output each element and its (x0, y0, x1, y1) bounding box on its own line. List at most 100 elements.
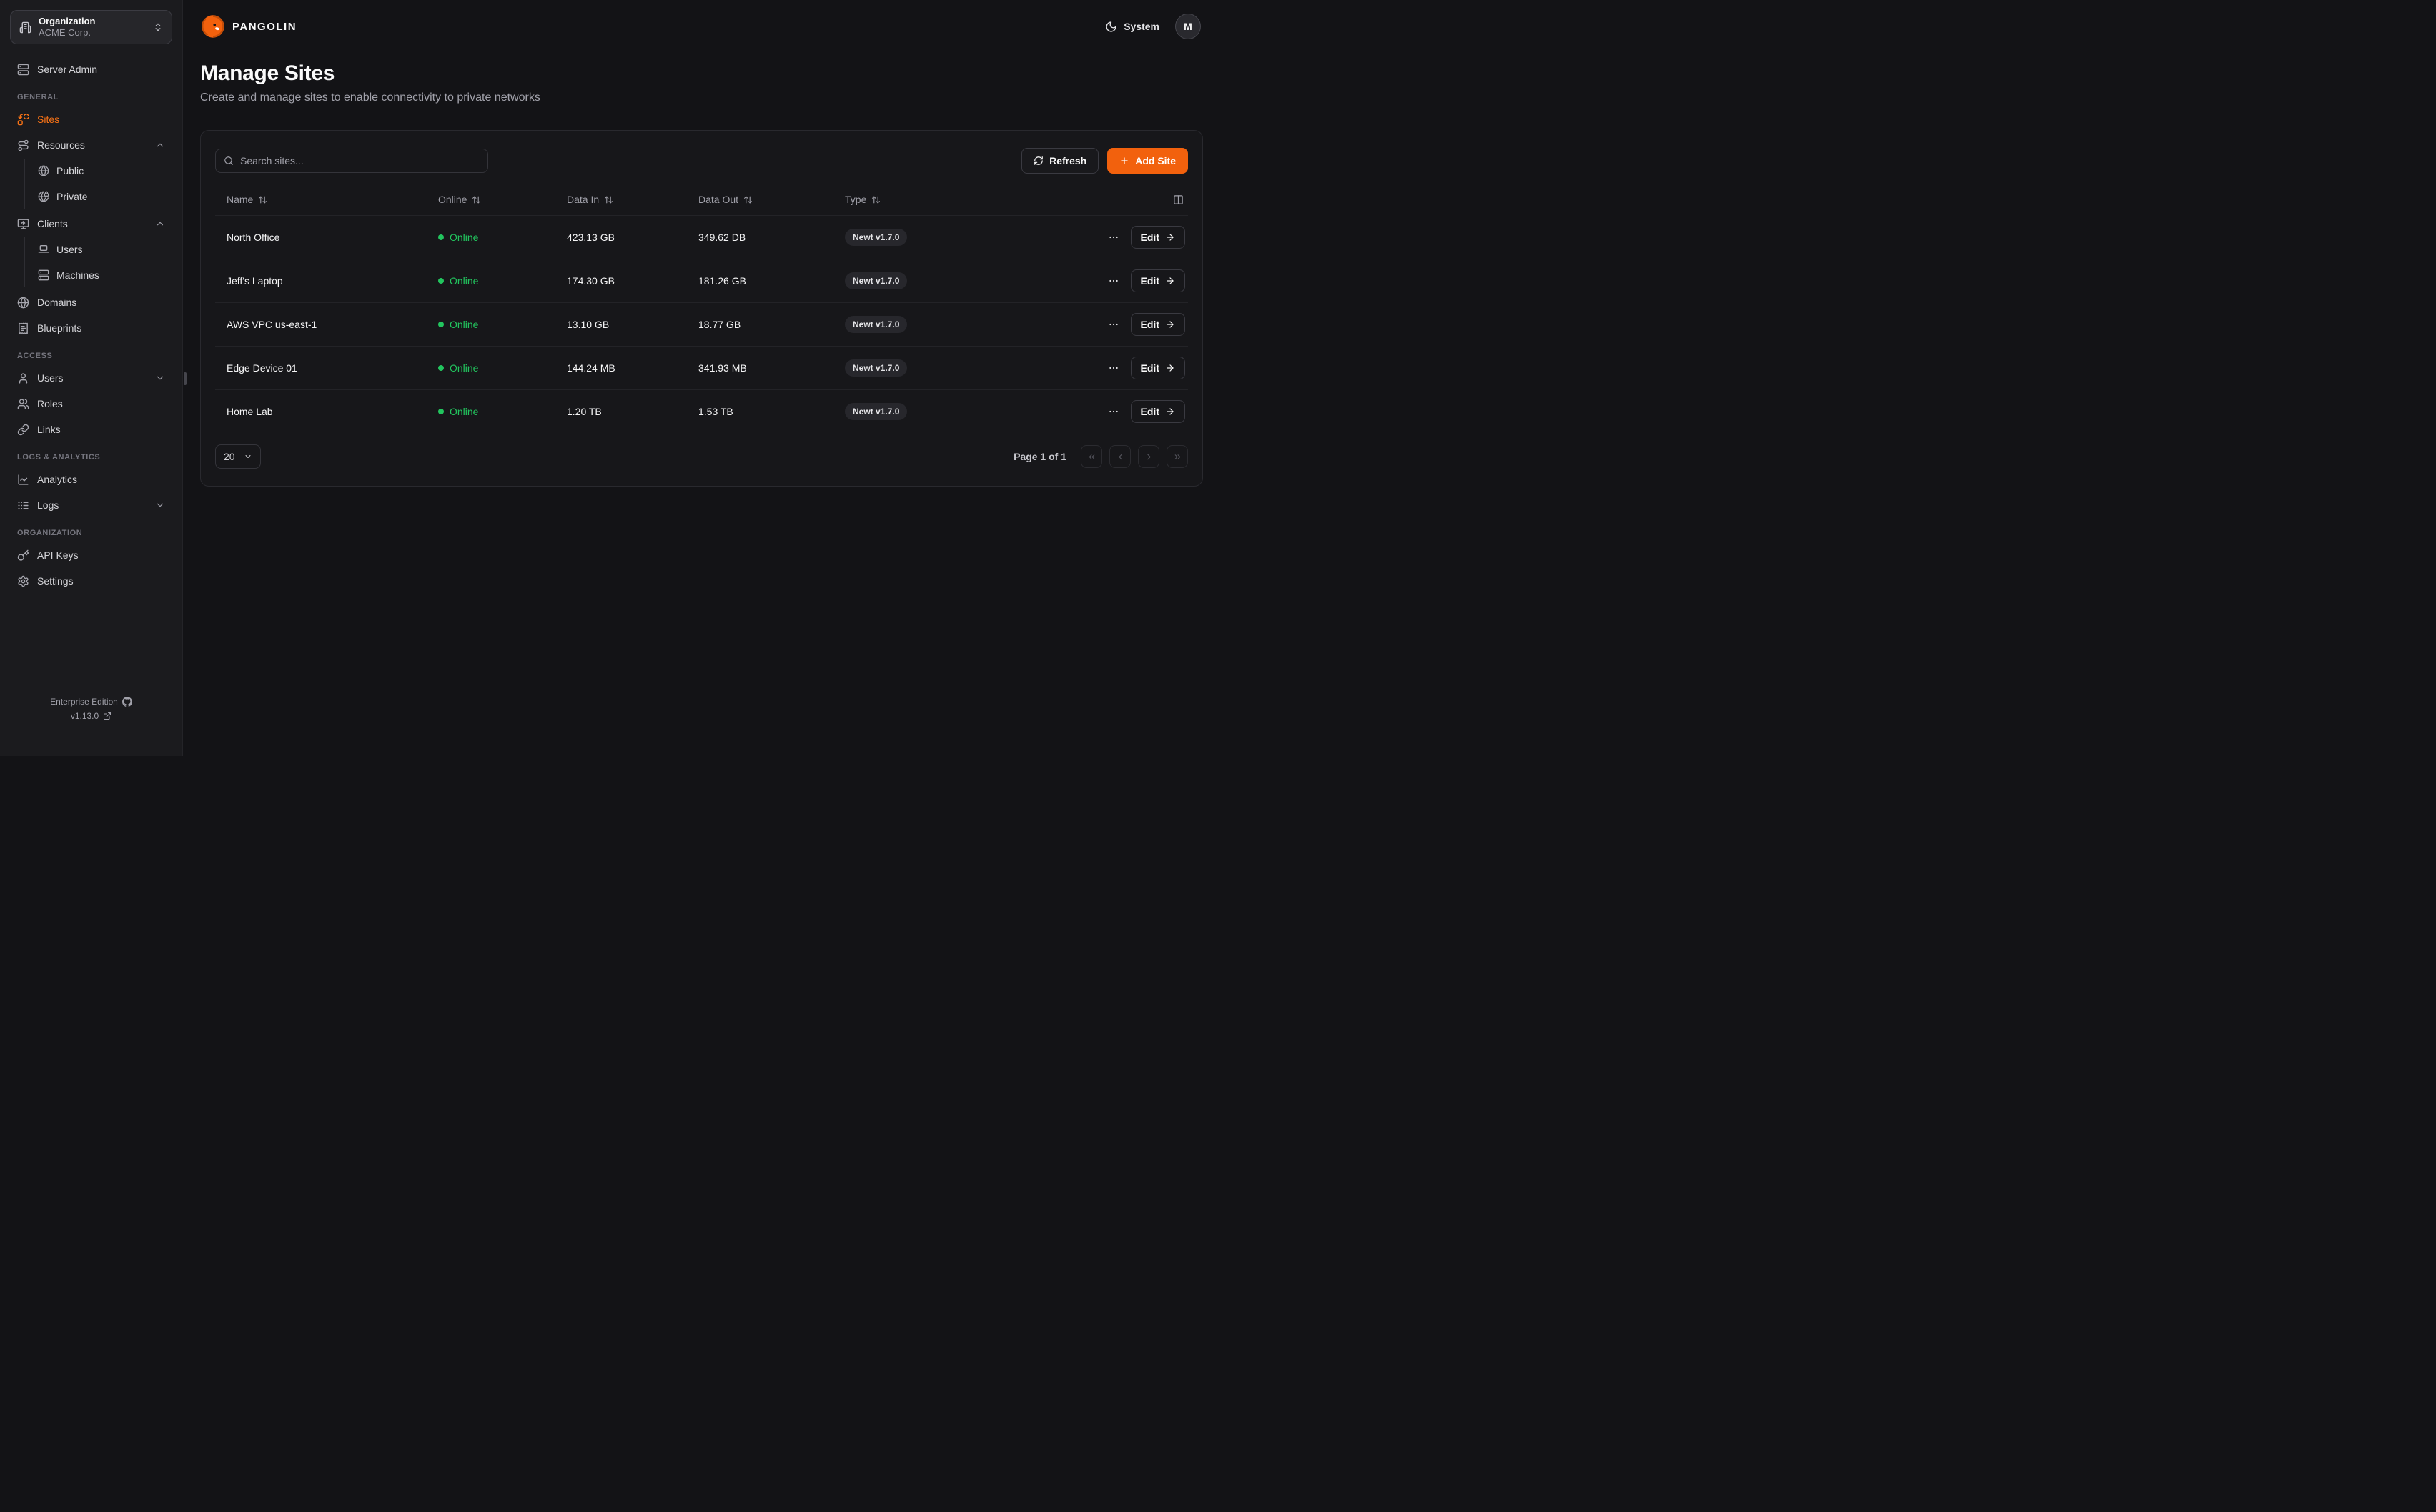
refresh-label: Refresh (1049, 155, 1087, 166)
row-menu-button[interactable] (1108, 319, 1119, 330)
arrow-right-icon (1167, 321, 1174, 328)
column-header-data-in[interactable]: Data In (555, 194, 687, 205)
site-type: Newt v1.7.0 (833, 272, 1073, 289)
edit-button[interactable]: Edit (1130, 269, 1185, 292)
chevron-left-icon (1118, 454, 1122, 459)
sidebar-item-sites[interactable]: Sites (10, 107, 172, 131)
row-actions: Edit (1073, 357, 1188, 379)
sites-card: Refresh Add Site Name Online (200, 130, 1203, 487)
row-menu-button[interactable] (1108, 362, 1119, 374)
version-label: v1.13.0 (70, 711, 99, 721)
add-site-label: Add Site (1135, 155, 1176, 166)
previous-page-button[interactable] (1109, 445, 1131, 468)
org-selector[interactable]: Organization ACME Corp. (10, 10, 172, 44)
edit-button[interactable]: Edit (1130, 313, 1185, 336)
sidebar-item-resources[interactable]: Resources (10, 133, 172, 157)
row-menu-button[interactable] (1108, 232, 1119, 243)
site-status: Online (427, 275, 555, 287)
page-header: Manage Sites Create and manage sites to … (183, 53, 1218, 104)
site-status: Online (427, 362, 555, 374)
edit-button[interactable]: Edit (1130, 400, 1185, 423)
first-page-button[interactable] (1081, 445, 1102, 468)
sidebar-item-blueprints[interactable]: Blueprints (10, 316, 172, 340)
page-size-select[interactable]: 20 (215, 444, 261, 469)
online-dot (438, 278, 444, 284)
online-dot (438, 409, 444, 414)
column-header-online[interactable]: Online (427, 194, 555, 205)
sidebar-item-settings[interactable]: Settings (10, 569, 172, 593)
column-header-actions (1073, 194, 1188, 205)
site-type: Newt v1.7.0 (833, 403, 1073, 420)
column-header-name[interactable]: Name (215, 194, 427, 205)
row-actions: Edit (1073, 400, 1188, 423)
row-menu-button[interactable] (1108, 275, 1119, 287)
columns-toggle-icon[interactable] (1173, 194, 1184, 205)
org-selector-value: ACME Corp. (39, 27, 91, 38)
globe-icon (17, 297, 29, 308)
column-header-data-out[interactable]: Data Out (687, 194, 833, 205)
sidebar-item-server-admin[interactable]: Server Admin (10, 57, 172, 81)
clients-sub-list: Users Machines (24, 237, 172, 287)
chart-line-icon (18, 474, 29, 485)
sidebar-item-clients[interactable]: Clients (10, 212, 172, 236)
sidebar-item-api-keys[interactable]: API Keys (10, 543, 172, 567)
site-type: Newt v1.7.0 (833, 229, 1073, 246)
column-label: Name (227, 194, 254, 205)
link-icon (17, 424, 29, 435)
refresh-button[interactable]: Refresh (1021, 148, 1099, 174)
toolbar-actions: Refresh Add Site (1021, 148, 1188, 174)
table-row: Edge Device 01 Online 144.24 MB 341.93 M… (215, 346, 1188, 389)
sidebar-item-roles[interactable]: Roles (10, 392, 172, 416)
users-icon (17, 398, 29, 409)
table-header-row: Name Online Data In Data Out Type (215, 184, 1188, 215)
edit-button[interactable]: Edit (1130, 357, 1185, 379)
sidebar-item-analytics[interactable]: Analytics (10, 467, 172, 492)
theme-toggle[interactable]: System (1105, 21, 1159, 33)
sidebar-item-logs[interactable]: Logs (10, 493, 172, 517)
sort-icon (472, 196, 481, 203)
status-label: Online (450, 232, 479, 243)
last-page-button[interactable] (1167, 445, 1188, 468)
search-box[interactable] (215, 149, 488, 173)
avatar[interactable]: M (1175, 14, 1201, 39)
brand-logo[interactable]: PANGOLIN (200, 14, 297, 39)
next-page-button[interactable] (1138, 445, 1159, 468)
sidebar-section-access: ACCESS (17, 352, 53, 360)
server-icon (17, 64, 29, 75)
sidebar-item-label: Machines (56, 269, 99, 281)
sidebar-item-links[interactable]: Links (10, 417, 172, 442)
resources-sub-list: Public Private (24, 159, 172, 209)
github-icon[interactable] (122, 697, 132, 707)
edit-button[interactable]: Edit (1130, 226, 1185, 249)
sidebar-item-label: Analytics (37, 474, 78, 485)
site-type: Newt v1.7.0 (833, 359, 1073, 377)
column-header-type[interactable]: Type (833, 194, 1073, 205)
online-dot (438, 365, 444, 371)
sidebar-item-users[interactable]: Users (10, 366, 172, 390)
monitor-up-icon (17, 218, 29, 229)
add-site-button[interactable]: Add Site (1107, 148, 1188, 174)
arrow-right-icon (1167, 234, 1174, 241)
chevron-up-icon (157, 143, 164, 147)
sidebar-scrollbar-thumb[interactable] (184, 372, 187, 385)
type-badge: Newt v1.7.0 (845, 229, 908, 246)
external-link-icon[interactable] (103, 712, 112, 720)
sidebar-item-label: Sites (37, 114, 60, 125)
chevron-up-icon (157, 222, 164, 226)
row-actions: Edit (1073, 269, 1188, 292)
sidebar-item-public[interactable]: Public (31, 159, 172, 183)
pagination-controls: Page 1 of 1 (1014, 445, 1188, 468)
sidebar-item-private[interactable]: Private (31, 184, 172, 209)
sidebar-item-domains[interactable]: Domains (10, 290, 172, 314)
sidebar-item-client-users[interactable]: Users (31, 237, 172, 262)
gear-icon (18, 575, 29, 587)
type-badge: Newt v1.7.0 (845, 403, 908, 420)
row-menu-button[interactable] (1108, 406, 1119, 417)
arrow-right-icon (1167, 277, 1174, 284)
site-data-in: 144.24 MB (567, 362, 615, 374)
sidebar-item-machines[interactable]: Machines (31, 263, 172, 287)
table-body: North Office Online 423.13 GB 349.62 DB … (215, 215, 1188, 433)
sidebar-item-label: Users (37, 372, 64, 384)
chevron-right-icon (1147, 454, 1151, 459)
search-input[interactable] (240, 155, 480, 166)
